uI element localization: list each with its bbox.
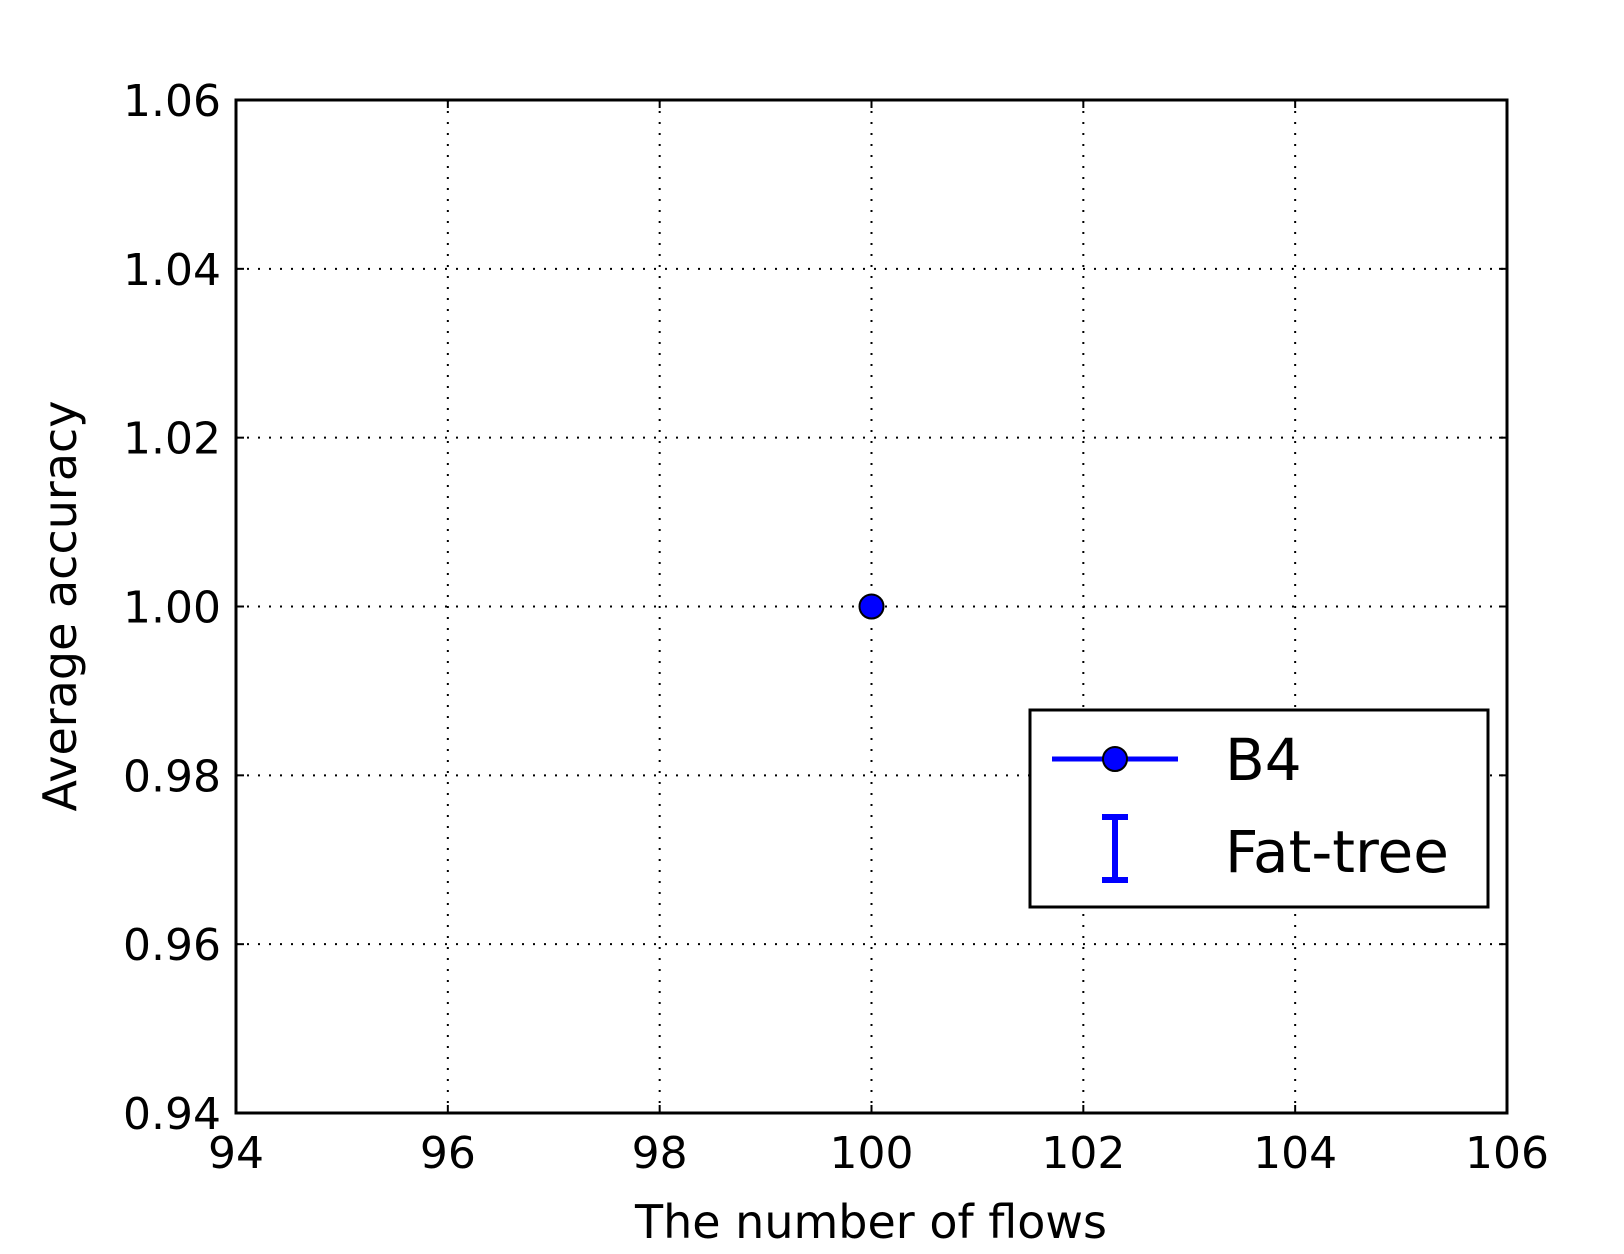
y-tick-label: 1.04	[123, 245, 221, 296]
y-axis-label: Average accuracy	[33, 400, 87, 811]
legend-frame	[1028, 708, 1490, 909]
legend: B4 Fat-tree	[1028, 708, 1490, 909]
x-tick-label: 104	[1253, 1128, 1337, 1179]
y-tick-label: 1.02	[123, 414, 221, 465]
data-series	[858, 593, 885, 620]
x-tick-label: 100	[830, 1128, 914, 1179]
x-tick-label: 102	[1041, 1128, 1125, 1179]
legend-label-b4: B4	[1225, 726, 1302, 794]
legend-label-fat-tree: Fat-tree	[1225, 818, 1449, 886]
data-point	[858, 593, 885, 620]
x-tick-label: 98	[632, 1128, 688, 1179]
y-tick-label: 0.94	[123, 1089, 221, 1140]
x-tick-label: 94	[208, 1128, 264, 1179]
plot-area-frame	[234, 98, 1509, 1115]
y-tick-label: 0.98	[123, 751, 221, 802]
legend-b4-marker	[1102, 746, 1128, 772]
tick-labels: 94 96 98 100 102 104 106 0.94 0.96 0.98 1.00 1.02 1.…	[123, 76, 1549, 1179]
x-tick-label: 96	[420, 1128, 476, 1179]
y-tick-label: 1.00	[123, 583, 221, 634]
y-tick-label: 0.96	[123, 920, 221, 971]
x-axis-label: The number of flows	[634, 1195, 1107, 1249]
y-tick-label: 1.06	[123, 76, 221, 127]
x-tick-label: 106	[1465, 1128, 1549, 1179]
